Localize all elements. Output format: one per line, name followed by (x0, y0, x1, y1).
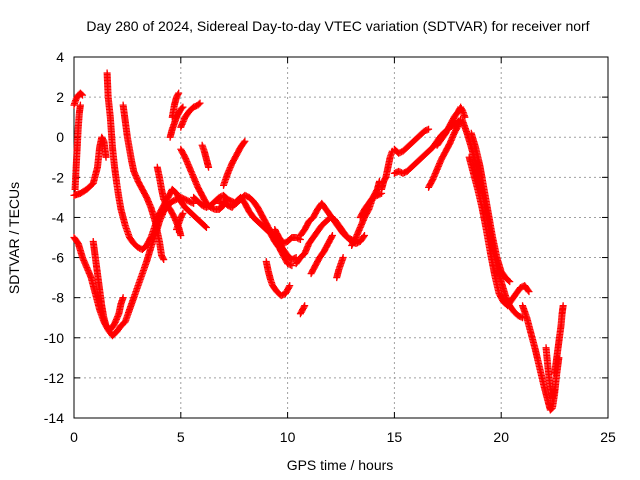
chart-title: Day 280 of 2024, Sidereal Day-to-day VTE… (86, 18, 589, 34)
x-tick-label: 5 (177, 429, 185, 445)
data-point (376, 190, 384, 198)
data-series-5 (89, 238, 127, 334)
data-series-12 (177, 99, 204, 131)
data-point (241, 137, 249, 145)
data-point (174, 90, 182, 98)
data-point (288, 262, 296, 270)
data-point (79, 91, 87, 99)
data-point (177, 231, 185, 239)
data-point (178, 104, 186, 112)
data-series-10 (166, 103, 187, 141)
data-point (119, 294, 127, 302)
data-series-11 (168, 89, 183, 121)
data-point (178, 211, 186, 219)
x-tick-label: 25 (600, 429, 616, 445)
data-series-14 (177, 145, 228, 213)
data-series-37 (542, 344, 559, 402)
data-point (285, 283, 293, 291)
y-tick-label: -8 (52, 290, 65, 306)
data-point (286, 282, 294, 290)
axis-ticks (73, 56, 609, 419)
data-series-9 (153, 185, 210, 231)
data-point (201, 222, 209, 230)
data-marks (70, 69, 567, 414)
data-point (506, 278, 514, 286)
data-series-35 (467, 129, 514, 286)
y-tick-labels: -14 -12 -10 -8 -6 -4 -2 0 2 4 (44, 49, 64, 426)
data-series-8 (153, 163, 185, 239)
data-series-25 (333, 254, 347, 282)
y-tick-label: -12 (44, 370, 64, 386)
data-series-2 (71, 101, 84, 193)
data-point (505, 277, 513, 285)
data-point (188, 199, 196, 207)
data-point (328, 231, 336, 239)
data-series-16 (198, 141, 213, 171)
data-series-7 (119, 101, 168, 264)
data-point (360, 233, 368, 241)
data-point (551, 386, 559, 394)
data-series-32 (433, 103, 469, 149)
data-series-29 (390, 125, 433, 157)
data-point (423, 126, 431, 134)
data-point (240, 138, 248, 146)
data-point (295, 235, 303, 243)
data-point (559, 302, 567, 310)
y-tick-label: 2 (56, 89, 64, 105)
x-tick-label: 0 (70, 429, 78, 445)
data-point (300, 303, 308, 311)
x-tick-labels: 0 5 10 15 20 25 (70, 429, 616, 445)
data-series-20 (271, 225, 304, 248)
x-axis-label: GPS time / hours (287, 457, 394, 473)
x-tick-label: 10 (280, 429, 296, 445)
y-tick-label: -10 (44, 330, 64, 346)
y-tick-label: -6 (52, 250, 65, 266)
data-series-23 (296, 302, 309, 318)
y-tick-label: -2 (52, 169, 65, 185)
data-point (517, 313, 525, 321)
data-series-19 (262, 258, 294, 300)
data-series-1 (70, 89, 87, 109)
data-point (195, 100, 203, 108)
data-point (179, 209, 187, 217)
data-point (205, 163, 213, 171)
data-series-13 (173, 209, 187, 233)
data-point (196, 99, 204, 107)
data-series-38 (551, 302, 567, 378)
x-tick-label: 15 (387, 429, 403, 445)
data-series-31 (425, 115, 465, 191)
data-series-28 (378, 147, 396, 193)
y-tick-label: -4 (52, 209, 65, 225)
data-series-22 (296, 199, 356, 244)
data-point (160, 256, 168, 264)
data-point (339, 254, 347, 262)
y-tick-label: -14 (44, 410, 64, 426)
y-axis-label: SDTVAR / TECUs (6, 182, 22, 294)
data-point (525, 288, 533, 296)
data-point (425, 125, 433, 133)
data-series-17 (220, 137, 249, 189)
data-series-3 (70, 133, 110, 199)
data-point (360, 231, 368, 239)
x-tick-label: 20 (493, 429, 509, 445)
data-point (175, 89, 183, 97)
data-series-18 (215, 193, 296, 270)
data-point (461, 113, 469, 121)
data-point (190, 199, 198, 207)
data-point (301, 302, 309, 310)
data-point (102, 153, 110, 161)
data-point (77, 90, 85, 98)
data-point (286, 261, 294, 269)
data-series-24 (307, 231, 336, 278)
data-point (202, 223, 210, 231)
data-point (328, 233, 336, 241)
data-point (524, 286, 532, 294)
data-point (76, 101, 84, 109)
data-point (179, 103, 187, 111)
y-tick-label: 4 (56, 49, 64, 65)
data-point (159, 254, 167, 262)
y-tick-label: 0 (56, 129, 64, 145)
data-series-30 (390, 117, 462, 177)
